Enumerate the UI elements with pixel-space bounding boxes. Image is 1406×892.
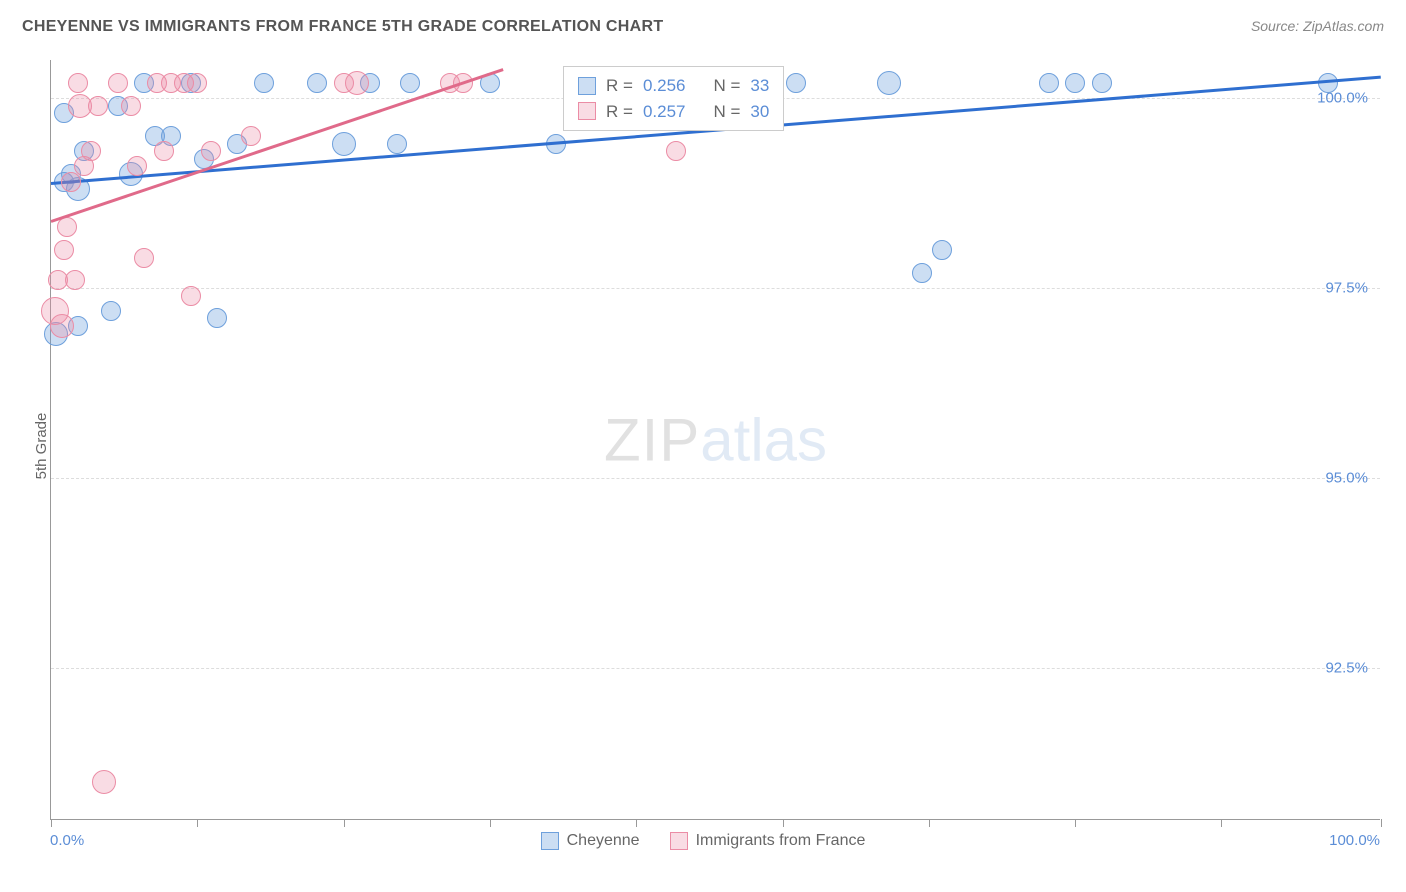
y-tick-label: 97.5% [1325, 280, 1368, 297]
scatter-plot: ZIPatlas 100.0%97.5%95.0%92.5% [50, 60, 1380, 820]
watermark-zip: ZIP [604, 406, 700, 473]
scatter-point [1065, 73, 1085, 93]
scatter-point [88, 96, 108, 116]
scatter-point [1092, 73, 1112, 93]
series-swatch [578, 77, 596, 95]
chart-title: CHEYENNE VS IMMIGRANTS FROM FRANCE 5TH G… [22, 18, 663, 36]
r-value: 0.257 [643, 99, 686, 125]
correlation-stats-box: R = 0.256 N = 33 R = 0.257 N = 30 [563, 66, 784, 131]
n-value: 30 [750, 99, 769, 125]
legend-label: Cheyenne [567, 832, 640, 850]
scatter-point [121, 96, 141, 116]
scatter-point [241, 126, 261, 146]
gridline [51, 288, 1380, 289]
source-label: Source: ZipAtlas.com [1251, 18, 1384, 34]
scatter-point [307, 73, 327, 93]
series-swatch [670, 832, 688, 850]
scatter-point [345, 71, 369, 95]
n-label: N = [713, 73, 740, 99]
x-tick [783, 819, 784, 827]
scatter-point [786, 73, 806, 93]
scatter-point [134, 248, 154, 268]
gridline [51, 668, 1380, 669]
scatter-point [108, 73, 128, 93]
x-tick [1075, 819, 1076, 827]
scatter-point [207, 308, 227, 328]
scatter-point [332, 132, 356, 156]
scatter-point [92, 770, 116, 794]
scatter-point [54, 240, 74, 260]
legend-label: Immigrants from France [696, 832, 866, 850]
y-axis-label: 5th Grade [33, 413, 50, 480]
stats-row: R = 0.257 N = 30 [578, 99, 769, 125]
scatter-point [666, 141, 686, 161]
title-bar: CHEYENNE VS IMMIGRANTS FROM FRANCE 5TH G… [22, 18, 1384, 36]
scatter-point [101, 301, 121, 321]
watermark: ZIPatlas [604, 405, 827, 474]
y-tick-label: 95.0% [1325, 470, 1368, 487]
r-label: R = [606, 73, 633, 99]
r-label: R = [606, 99, 633, 125]
x-tick [1381, 819, 1382, 827]
x-tick [344, 819, 345, 827]
x-tick [636, 819, 637, 827]
scatter-point [912, 263, 932, 283]
scatter-point [187, 73, 207, 93]
scatter-point [1039, 73, 1059, 93]
x-tick [1221, 819, 1222, 827]
scatter-point [932, 240, 952, 260]
legend-item: Cheyenne [541, 832, 640, 850]
scatter-point [201, 141, 221, 161]
scatter-point [877, 71, 901, 95]
scatter-point [181, 286, 201, 306]
watermark-atlas: atlas [700, 406, 827, 473]
y-tick-label: 92.5% [1325, 660, 1368, 677]
x-tick [929, 819, 930, 827]
r-value: 0.256 [643, 73, 686, 99]
n-value: 33 [750, 73, 769, 99]
bottom-legend: Cheyenne Immigrants from France [0, 832, 1406, 850]
n-label: N = [713, 99, 740, 125]
x-tick [51, 819, 52, 827]
scatter-point [50, 314, 74, 338]
scatter-point [81, 141, 101, 161]
series-swatch [541, 832, 559, 850]
scatter-point [57, 217, 77, 237]
scatter-point [387, 134, 407, 154]
x-tick-label: 100.0% [1329, 832, 1380, 849]
x-tick [197, 819, 198, 827]
scatter-point [65, 270, 85, 290]
scatter-point [254, 73, 274, 93]
x-tick-label: 0.0% [50, 832, 84, 849]
scatter-point [400, 73, 420, 93]
x-tick [490, 819, 491, 827]
stats-row: R = 0.256 N = 33 [578, 73, 769, 99]
series-swatch [578, 102, 596, 120]
legend-item: Immigrants from France [670, 832, 866, 850]
scatter-point [68, 73, 88, 93]
scatter-point [127, 156, 147, 176]
gridline [51, 478, 1380, 479]
scatter-point [154, 141, 174, 161]
